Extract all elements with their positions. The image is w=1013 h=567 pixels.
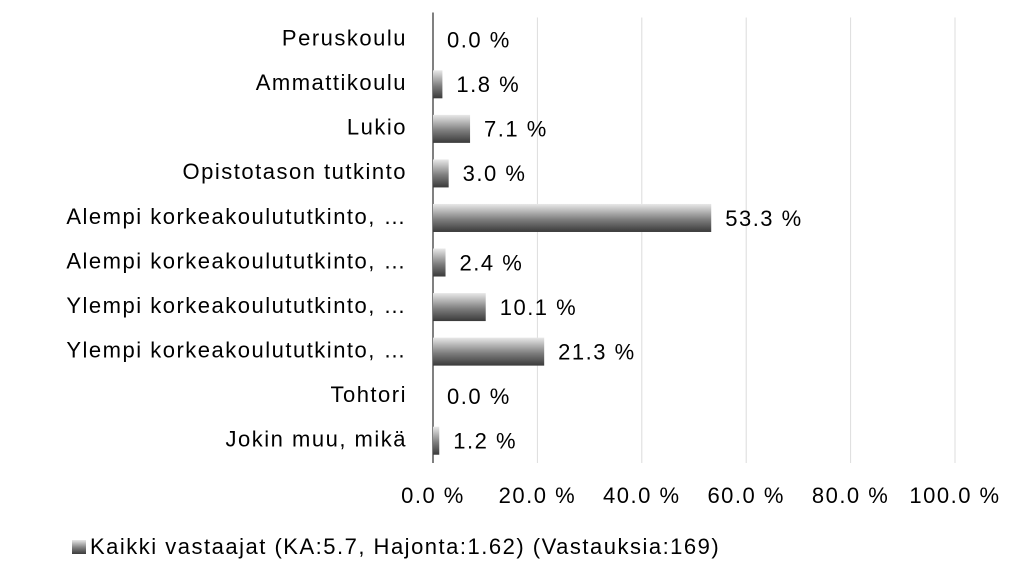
bar xyxy=(433,159,449,188)
data-label: 1.8 % xyxy=(456,72,520,97)
bar xyxy=(433,70,443,99)
y-tick-label: Alempi korkeakoulututkinto, … xyxy=(66,204,407,229)
x-tick-label: 100.0 % xyxy=(909,483,1000,508)
y-tick-label: Alempi korkeakoulututkinto, … xyxy=(66,248,407,273)
data-label: 3.0 % xyxy=(463,161,527,186)
data-label: 1.2 % xyxy=(453,429,517,454)
x-tick-label: 20.0 % xyxy=(499,483,577,508)
bar xyxy=(433,203,712,232)
x-tick-label: 60.0 % xyxy=(707,483,785,508)
bar xyxy=(433,293,486,322)
y-tick-label: Ammattikoulu xyxy=(256,70,407,95)
data-label: 7.1 % xyxy=(484,117,548,142)
bar xyxy=(433,337,545,366)
x-tick-label: 80.0 % xyxy=(812,483,890,508)
data-label: 0.0 % xyxy=(447,28,511,53)
y-tick-label: Tohtori xyxy=(330,382,407,407)
bar xyxy=(433,114,471,143)
y-tick-label: Lukio xyxy=(347,115,407,140)
y-tick-label: Ylempi korkeakoulututkinto, … xyxy=(66,293,407,318)
data-label: 10.1 % xyxy=(500,295,578,320)
legend-swatch xyxy=(72,540,86,554)
y-tick-label: Jokin muu, mikä xyxy=(226,427,407,452)
bar xyxy=(433,426,440,455)
x-tick-label: 0.0 % xyxy=(401,483,465,508)
y-tick-label: Ylempi korkeakoulututkinto, … xyxy=(66,337,407,362)
y-tick-label: Peruskoulu xyxy=(282,26,407,51)
data-label: 21.3 % xyxy=(558,339,636,364)
x-tick-label: 40.0 % xyxy=(603,483,681,508)
bar xyxy=(433,248,446,277)
legend-label: Kaikki vastaajat (KA:5.7, Hajonta:1.62) … xyxy=(90,534,720,559)
data-label: 0.0 % xyxy=(447,384,511,409)
y-tick-label: Opistotason tutkinto xyxy=(183,159,407,184)
data-label: 53.3 % xyxy=(725,206,803,231)
data-label: 2.4 % xyxy=(460,250,524,275)
